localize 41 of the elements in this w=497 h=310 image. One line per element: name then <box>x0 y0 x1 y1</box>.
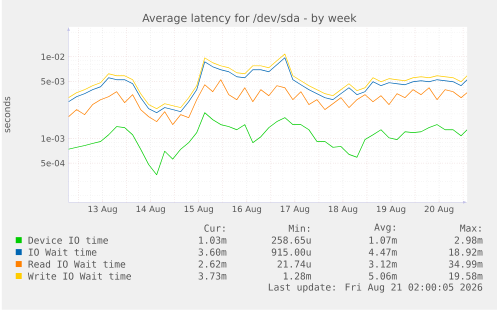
text: 18.92m <box>449 248 482 256</box>
text: 19.58m <box>449 272 482 280</box>
text: Cur: <box>204 224 224 232</box>
text: 1.28m <box>284 272 312 280</box>
text: 5.06m <box>369 272 397 280</box>
chart-title: Average latency for /dev/sda - by week <box>142 14 357 24</box>
legend-label: IO Wait time <box>28 248 96 256</box>
text: 2.62m <box>198 260 226 268</box>
x-tick-label: 17 Aug <box>280 206 310 214</box>
legend-label: Read IO Wait time <box>28 260 126 268</box>
line-series <box>68 79 468 126</box>
text: 3.60m <box>198 248 226 256</box>
y-tick-label: 1e-03 <box>42 135 64 142</box>
text: Avg: <box>374 224 395 233</box>
legend-label: Write IO Wait time <box>28 272 131 280</box>
text: Min: <box>288 224 310 232</box>
x-tick-label: 20 Aug <box>424 206 454 214</box>
text: 34.99m <box>448 260 482 268</box>
text: 258.65u <box>272 236 311 244</box>
text: 1.03m <box>199 236 226 244</box>
text: Max: <box>460 224 481 232</box>
text: 3.73m <box>198 272 226 280</box>
x-tick-label: 18 Aug <box>328 206 358 214</box>
line-series <box>68 112 468 176</box>
legend-label: Device IO time <box>28 236 108 244</box>
x-tick-label: 14 Aug <box>136 206 165 214</box>
y-tick-label: 5e-03 <box>41 78 64 85</box>
y-tick-label: 1e-02 <box>42 54 64 60</box>
y-tick-label: 5e-04 <box>41 160 65 166</box>
x-tick-label: 13 Aug <box>88 206 117 214</box>
x-tick-label: 16 Aug <box>232 206 262 214</box>
x-tick-label: 19 Aug <box>376 206 406 214</box>
text: 915.00u <box>272 248 311 256</box>
text: 3.12m <box>369 260 397 268</box>
text: 1.07m <box>370 236 397 244</box>
text: 21.74u <box>278 260 311 268</box>
x-tick-label: 15 Aug <box>184 206 213 214</box>
text: Last update: Fri Aug 21 02:00:05 2026 <box>268 283 482 293</box>
text: 2.98m <box>454 236 482 244</box>
y-axis-title: seconds <box>3 96 10 132</box>
text: 4.47m <box>368 248 397 256</box>
